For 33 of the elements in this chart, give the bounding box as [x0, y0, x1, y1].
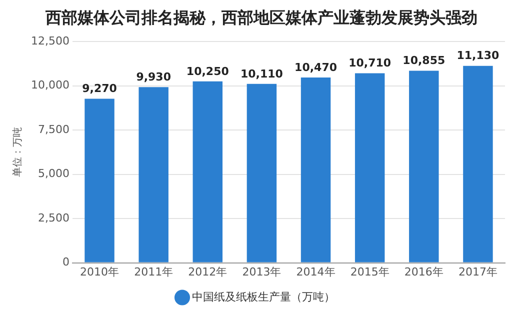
data-label: 9,270	[82, 82, 118, 96]
data-label: 10,250	[186, 64, 230, 78]
x-tick-label: 2015年	[350, 265, 390, 278]
bar	[409, 70, 439, 262]
data-label: 10,110	[240, 67, 284, 80]
y-tick-label: 12,500	[30, 34, 70, 48]
x-tick-label: 2016年	[404, 265, 444, 278]
bar	[354, 73, 385, 262]
bar	[138, 87, 168, 262]
y-tick-label: 0	[62, 256, 70, 269]
bar	[84, 98, 114, 262]
y-tick-label: 7,500	[38, 122, 70, 136]
data-label: 11,130	[456, 49, 500, 62]
data-label: 10,470	[294, 60, 338, 74]
y-tick-label: 2,500	[38, 211, 70, 224]
data-label: 10,855	[402, 54, 446, 68]
y-axis-title: 单位：万吨	[12, 127, 24, 178]
bar	[246, 84, 277, 262]
data-label: 9,930	[136, 70, 172, 84]
y-tick-label: 5,000	[38, 167, 70, 180]
x-tick-label: 2011年	[134, 265, 174, 278]
data-label: 10,710	[348, 56, 392, 70]
x-tick-label: 2013年	[242, 265, 282, 278]
x-tick-label: 2012年	[188, 265, 228, 278]
y-tick-label: 10,000	[30, 78, 70, 92]
bar	[463, 66, 493, 262]
chart-title: 西部媒体公司排名揭秘，西部地区媒体产业蓬勃发展势头强劲	[44, 8, 478, 28]
legend-label: 中国纸及纸板生产量（万吨）	[192, 290, 335, 304]
x-tick-label: 2017年	[458, 265, 498, 278]
bar	[192, 81, 223, 262]
x-tick-label: 2010年	[80, 265, 120, 278]
bar	[300, 78, 331, 262]
x-tick-label: 2014年	[296, 265, 336, 278]
